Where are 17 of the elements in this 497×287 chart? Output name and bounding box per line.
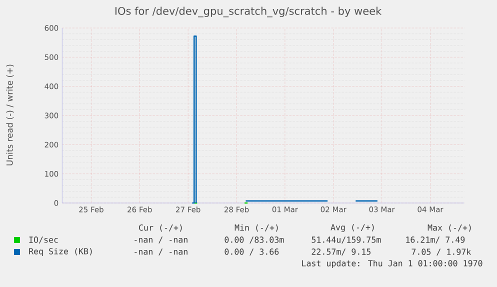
legend-label: IO/sec: [29, 236, 58, 244]
text: 0.00 / 3.66: [224, 248, 279, 256]
text: 51.44u/159.75m: [312, 236, 381, 244]
text: 0.00 /83.03m: [224, 236, 284, 244]
text: -nan / -nan: [134, 236, 188, 244]
text: Avg (-/+): [330, 224, 374, 232]
text: 22.57m/ 9.15: [312, 248, 370, 256]
text: 16.21m/ 7.49: [406, 236, 465, 244]
chart-title: IOs for /dev/dev_gpu_scratch_vg/scratch - by week: [115, 6, 382, 18]
legend-label: Req Size (KB): [29, 248, 92, 256]
text: Last update: Thu Jan 1 01:00:00 1970: [302, 260, 482, 268]
text: -nan / -nan: [134, 248, 188, 256]
text: 7.05 / 1.97k: [412, 248, 472, 256]
y-axis-title: Units read (-) / write (+): [6, 64, 14, 166]
text: Max (-/+): [428, 224, 471, 232]
text: Min (-/+): [234, 224, 278, 232]
text: Cur (-/+): [139, 224, 182, 232]
